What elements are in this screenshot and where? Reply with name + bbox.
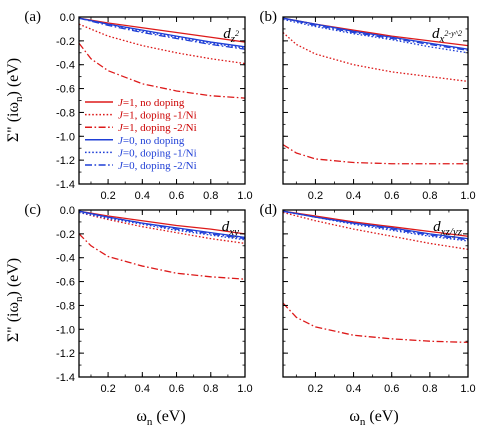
x-tick-label: 0.6 [169, 190, 184, 202]
orbital-label: dxy​ [222, 219, 239, 238]
y-tick-label: -1.2 [56, 155, 75, 167]
series-line-5 [283, 17, 468, 52]
ylabel-bottom: Σ" (iωn​) (eV) [5, 258, 25, 342]
y-tick-label: -0.6 [56, 277, 75, 289]
xlabel-right: ωn​ (eV) [349, 408, 398, 428]
x-tick-label: 0.2 [308, 383, 323, 395]
series-line-3 [79, 17, 245, 48]
series-line-0 [79, 17, 245, 43]
series-line-2 [79, 233, 245, 280]
ylabel-top: Σ" (iωn​) (eV) [5, 58, 25, 142]
x-tick-label: 1.0 [237, 190, 252, 202]
x-tick-label: 0.6 [169, 383, 184, 395]
series-line-4 [283, 210, 468, 242]
series-line-2 [283, 302, 468, 344]
y-tick-label: -0.4 [56, 253, 75, 265]
x-tick-label: 0.4 [346, 190, 361, 202]
series-line-1 [79, 23, 245, 65]
panel-label: (d) [260, 202, 278, 218]
x-tick-label: 1.0 [460, 190, 475, 202]
x-tick-label: 0.4 [135, 383, 150, 395]
panel-c: 0.0 -0.2 -0.4 -0.6 -0.8 -1.0 -1.2 -1.4 0.2 0.4 0.6… [24, 202, 252, 395]
panel-b: 0.2 0.4 0.6 0.8 1.0 (b) dx2-y^2​ [260, 9, 476, 202]
xlabel-left: ωn​ (eV) [136, 408, 185, 428]
panel-a: 0.0 -0.2 -0.4 -0.6 -0.8 -1.0 -1.2 -1.4 0.2 0.4 0.6… [24, 9, 252, 202]
series-line-1 [283, 32, 468, 83]
y-tick-label: -1.0 [56, 324, 75, 336]
series-line-5 [283, 210, 468, 241]
legend-label: J=0, no doping [118, 135, 185, 147]
orbital-label: dz2​ [223, 26, 239, 45]
y-tick-label: 0.0 [60, 205, 75, 217]
x-tick-label: 0.2 [100, 383, 115, 395]
x-tick-label: 0.6 [384, 190, 399, 202]
x-tick-label: 0.8 [203, 190, 218, 202]
plot-frame [78, 209, 246, 378]
y-tick-label: -0.8 [56, 107, 75, 119]
orbital-label: dx2-y^2​ [432, 26, 462, 45]
x-tick-label: 0.2 [308, 190, 323, 202]
y-tick-label: -0.8 [56, 300, 75, 312]
x-tick-label: 1.0 [460, 383, 475, 395]
x-tick-label: 0.8 [422, 190, 437, 202]
y-tick-label: -1.0 [56, 131, 75, 143]
series-line-0 [79, 210, 245, 235]
y-tick-label: -1.4 [56, 372, 75, 384]
series-line-0 [283, 210, 468, 237]
series-line-5 [79, 17, 245, 50]
x-tick-label: 0.2 [100, 190, 115, 202]
y-tick-label: -0.4 [56, 60, 75, 72]
panel-label: (b) [260, 9, 278, 25]
panel-label: (a) [24, 9, 41, 25]
series-line-3 [283, 17, 468, 50]
panel-d: 0.2 0.4 0.6 0.8 1.0 (d) dxz/yz​ [260, 202, 476, 395]
x-tick-label: 0.8 [203, 383, 218, 395]
x-tick-label: 1.0 [237, 383, 252, 395]
y-tick-label: -1.4 [56, 179, 75, 191]
x-tick-label: 0.4 [346, 383, 361, 395]
legend-label: J=0, doping -2/Ni [118, 160, 197, 172]
series-line-5 [79, 210, 245, 240]
legend-label: J=1, doping -1/Ni [118, 110, 197, 122]
y-tick-label: -0.6 [56, 84, 75, 96]
y-tick-label: -1.2 [56, 348, 75, 360]
legend-label: J=1, no doping [118, 97, 185, 109]
legend-label: J=0, doping -1/Ni [118, 147, 197, 159]
x-tick-label: 0.4 [135, 190, 150, 202]
series-line-2 [283, 144, 468, 165]
series-line-2 [79, 42, 245, 99]
legend-label: J=1, doping -2/Ni [118, 122, 197, 134]
orbital-label: dxz/yz​ [433, 219, 463, 238]
x-tick-label: 0.8 [422, 383, 437, 395]
y-tick-label: -0.2 [56, 229, 75, 241]
y-tick-label: 0.0 [60, 12, 75, 24]
panel-label: (c) [24, 202, 41, 218]
series-line-4 [283, 18, 468, 54]
x-tick-label: 0.6 [384, 383, 399, 395]
y-tick-label: -0.2 [56, 36, 75, 48]
